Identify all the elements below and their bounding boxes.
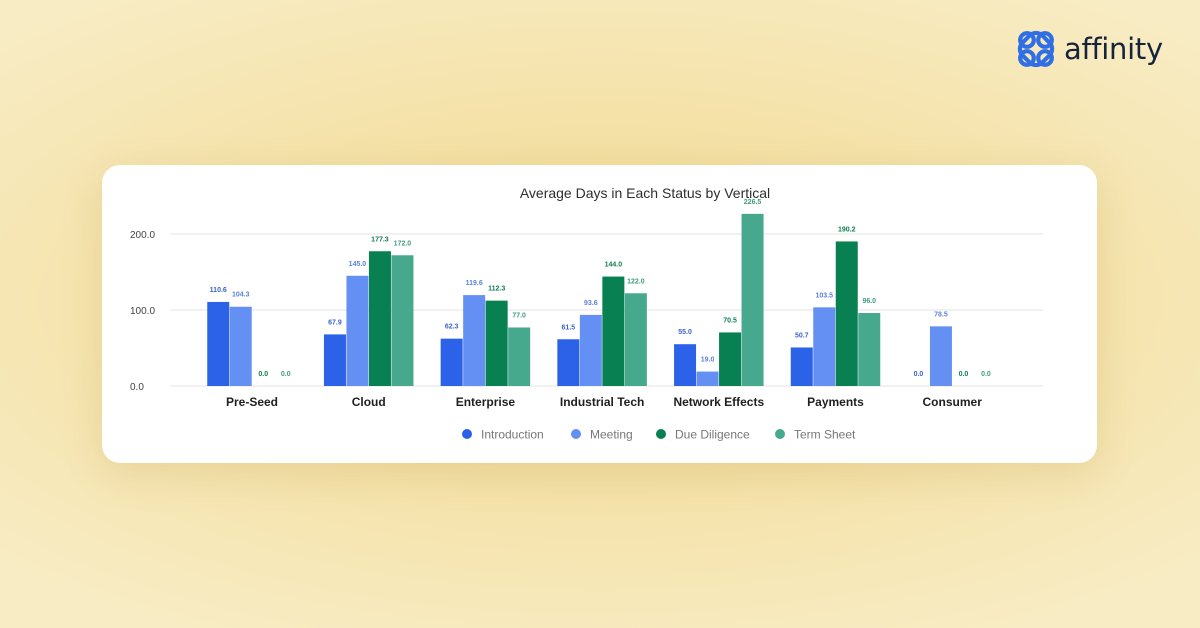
legend-label: Meeting xyxy=(590,428,633,442)
data-label: 226.5 xyxy=(744,199,762,206)
data-label: 55.0 xyxy=(678,329,692,336)
data-label: 0.0 xyxy=(914,371,924,378)
bar-chart: Average Days in Each Status by Vertical … xyxy=(130,185,1043,442)
data-label: 77.0 xyxy=(512,312,526,319)
data-label: 172.0 xyxy=(394,240,412,247)
bar-introduction xyxy=(557,339,580,386)
affinity-logo-icon xyxy=(1017,30,1055,68)
legend-label: Introduction xyxy=(481,428,544,442)
data-label: 0.0 xyxy=(959,371,969,378)
legend-label: Term Sheet xyxy=(794,428,856,442)
chart-title: Average Days in Each Status by Vertical xyxy=(520,185,770,201)
data-label: 93.6 xyxy=(584,300,598,307)
bar-meeting xyxy=(463,295,486,386)
category-label: Consumer xyxy=(923,395,983,409)
data-label: 103.5 xyxy=(815,292,833,299)
affinity-logo: affinity xyxy=(1016,28,1163,70)
bar-meeting xyxy=(579,314,602,386)
data-label: 104.3 xyxy=(232,292,250,299)
data-label: 110.6 xyxy=(210,287,227,294)
data-label: 190.2 xyxy=(838,226,856,233)
data-label: 50.7 xyxy=(795,332,809,339)
legend-swatch xyxy=(571,429,581,439)
bar-term-sheet xyxy=(741,213,764,386)
bar-term-sheet xyxy=(508,327,531,386)
category-label: Industrial Tech xyxy=(560,395,644,409)
category-label: Pre-Seed xyxy=(226,395,278,409)
data-label: 70.5 xyxy=(723,317,737,324)
bar-meeting xyxy=(813,307,836,386)
legend-item-term-sheet: Term Sheet xyxy=(775,428,856,442)
y-tick-label: 100.0 xyxy=(130,306,155,317)
y-tick-label: 200.0 xyxy=(130,230,155,241)
legend-item-due-diligence: Due Diligence xyxy=(656,428,750,442)
category-label: Network Effects xyxy=(673,395,764,409)
data-label: 19.0 xyxy=(701,357,715,364)
data-label: 0.0 xyxy=(258,371,268,378)
category-label: Payments xyxy=(807,395,864,409)
data-label: 62.3 xyxy=(445,324,459,331)
data-label: 144.0 xyxy=(605,262,623,269)
data-label: 78.5 xyxy=(934,311,948,318)
legend-label: Due Diligence xyxy=(675,428,750,442)
data-label: 119.6 xyxy=(466,280,483,287)
bar-meeting xyxy=(229,306,252,386)
bar-introduction xyxy=(207,301,230,386)
bar-introduction xyxy=(790,347,813,386)
y-tick-label: 0.0 xyxy=(130,382,144,393)
legend-swatch xyxy=(775,429,785,439)
data-label: 122.0 xyxy=(627,278,645,285)
category-label: Cloud xyxy=(352,395,386,409)
legend-item-introduction: Introduction xyxy=(462,428,544,442)
bar-term-sheet xyxy=(858,313,881,386)
bar-term-sheet xyxy=(624,293,647,386)
data-label: 61.5 xyxy=(562,324,576,331)
data-label: 112.3 xyxy=(488,286,505,293)
data-label: 177.3 xyxy=(371,236,389,243)
legend-swatch xyxy=(462,429,472,439)
legend-item-meeting: Meeting xyxy=(571,428,633,442)
chart-card: Average Days in Each Status by Vertical … xyxy=(102,165,1097,463)
bar-meeting xyxy=(929,326,952,386)
bar-due-diligence xyxy=(835,241,858,386)
bar-meeting xyxy=(696,371,719,386)
legend-swatch xyxy=(656,429,666,439)
brand-name: affinity xyxy=(1064,32,1163,66)
bar-introduction xyxy=(323,334,346,386)
data-label: 0.0 xyxy=(981,371,991,378)
bar-introduction xyxy=(674,344,697,386)
bar-meeting xyxy=(346,275,369,386)
bar-term-sheet xyxy=(391,255,414,386)
bar-due-diligence xyxy=(485,300,508,386)
data-label: 96.0 xyxy=(862,298,876,305)
data-label: 145.0 xyxy=(349,261,367,268)
bar-due-diligence xyxy=(368,251,391,386)
bar-due-diligence xyxy=(719,332,742,386)
category-label: Enterprise xyxy=(456,395,516,409)
bar-introduction xyxy=(440,338,463,386)
bar-due-diligence xyxy=(602,276,625,386)
data-label: 67.9 xyxy=(328,319,342,326)
data-label: 0.0 xyxy=(281,371,291,378)
